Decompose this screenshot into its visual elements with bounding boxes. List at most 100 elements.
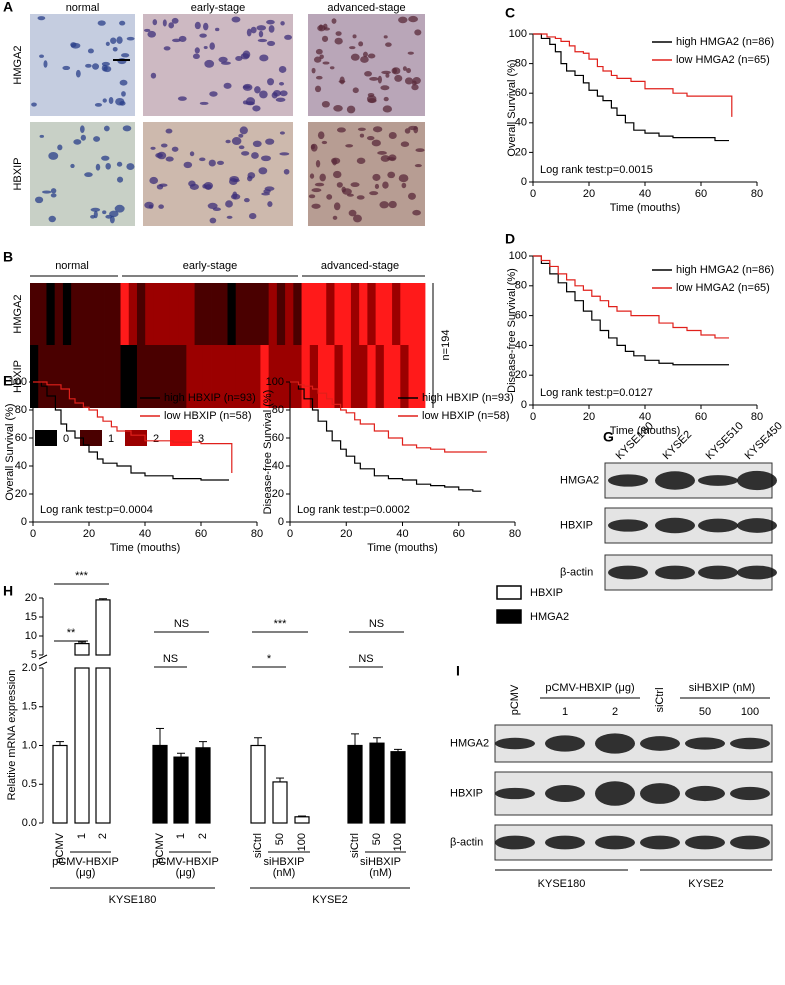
nucleus bbox=[103, 125, 110, 132]
x-tick-label: 80 bbox=[751, 188, 763, 200]
heatmap-cell bbox=[145, 345, 154, 408]
legend-label: high HBXIP (n=93) bbox=[422, 392, 514, 404]
nucleus bbox=[404, 77, 414, 85]
heatmap-cell bbox=[194, 283, 204, 345]
nucleus bbox=[101, 155, 110, 161]
nucleus bbox=[168, 22, 175, 29]
nucleus bbox=[283, 168, 290, 175]
legend-swatch bbox=[496, 609, 522, 624]
nucleus bbox=[43, 60, 48, 68]
heatmap-cell bbox=[211, 283, 220, 345]
y-tick-label: 1.5 bbox=[22, 701, 37, 713]
nucleus bbox=[407, 192, 416, 200]
heatmap-cell bbox=[350, 283, 360, 345]
nucleus bbox=[279, 131, 285, 135]
survival-curve bbox=[33, 381, 233, 473]
x-tick-label: 20 bbox=[340, 528, 352, 540]
blot-band bbox=[608, 519, 648, 532]
heatmap-cell bbox=[79, 345, 89, 408]
nucleus bbox=[358, 41, 364, 47]
row-label: HMGA2 bbox=[560, 474, 599, 486]
heatmap-cell bbox=[235, 345, 245, 408]
nucleus bbox=[247, 172, 256, 179]
nucleus bbox=[353, 214, 362, 223]
nucleus bbox=[352, 87, 359, 94]
nucleus bbox=[372, 173, 381, 181]
nucleus bbox=[147, 30, 156, 38]
nucleus bbox=[260, 155, 271, 162]
heatmap-cell bbox=[268, 345, 278, 408]
nucleus bbox=[357, 127, 366, 131]
nucleus bbox=[70, 163, 75, 169]
nucleus bbox=[34, 196, 44, 204]
column-label: early-stage bbox=[191, 2, 245, 14]
nucleus bbox=[101, 61, 110, 67]
nucleus bbox=[334, 37, 343, 45]
nucleus bbox=[348, 209, 357, 217]
heatmap-cell bbox=[38, 283, 47, 345]
heatmap-cell bbox=[112, 345, 121, 408]
nucleus bbox=[398, 16, 408, 24]
legend-label: high HBXIP (n=93) bbox=[164, 392, 256, 404]
nucleus bbox=[160, 143, 168, 148]
legend-label: HBXIP bbox=[530, 587, 563, 599]
y-tick-label: 100 bbox=[509, 28, 527, 40]
nucleus bbox=[199, 33, 207, 38]
lane-label: pCMV bbox=[509, 684, 521, 715]
nucleus bbox=[217, 160, 224, 165]
blot-band bbox=[595, 781, 635, 806]
nucleus bbox=[349, 46, 356, 50]
x-tick-label: 60 bbox=[195, 528, 207, 540]
nucleus bbox=[209, 42, 215, 50]
y-axis-title: Overall Survival (%) bbox=[506, 59, 518, 156]
heatmap-cell bbox=[268, 283, 278, 345]
nucleus bbox=[208, 159, 216, 167]
y-tick-label: 20 bbox=[15, 488, 27, 500]
heatmap-cell bbox=[367, 283, 377, 345]
nucleus bbox=[356, 157, 366, 164]
heatmap-cell bbox=[120, 345, 130, 408]
nucleus bbox=[155, 152, 163, 158]
y-axis-title: Relative mRNA expression bbox=[6, 670, 18, 801]
y-tick-label: 100 bbox=[509, 250, 527, 262]
nucleus bbox=[356, 195, 365, 200]
blot-band bbox=[495, 737, 535, 750]
nucleus bbox=[165, 128, 173, 134]
heatmap-cell bbox=[104, 345, 113, 408]
heatmap-cell bbox=[400, 283, 409, 345]
heatmap-cell bbox=[252, 345, 261, 408]
y-tick-label: 0 bbox=[278, 516, 284, 528]
y-tick-label: 80 bbox=[272, 404, 284, 416]
nucleus bbox=[268, 25, 275, 33]
significance-label: * bbox=[267, 653, 272, 665]
nucleus bbox=[95, 163, 101, 171]
nucleus bbox=[92, 63, 100, 70]
heatmap-cell bbox=[87, 283, 97, 345]
heatmap-cell bbox=[318, 283, 327, 345]
nucleus bbox=[382, 181, 389, 189]
x-tick-label: 40 bbox=[639, 188, 651, 200]
panel-label: D bbox=[505, 231, 515, 247]
nucleus bbox=[116, 36, 123, 44]
nucleus bbox=[117, 57, 127, 65]
nucleus bbox=[254, 86, 261, 94]
heatmap-cell bbox=[276, 345, 286, 408]
nucleus bbox=[385, 42, 392, 47]
nucleus bbox=[350, 53, 360, 61]
heatmap-cell bbox=[30, 283, 39, 345]
y-tick-label: 0 bbox=[521, 176, 527, 188]
lane-label: 50 bbox=[699, 706, 711, 718]
nucleus bbox=[209, 217, 217, 224]
nucleus bbox=[264, 186, 275, 191]
nucleus bbox=[171, 146, 179, 152]
column-label: normal bbox=[55, 260, 89, 272]
nucleus bbox=[315, 159, 321, 168]
nucleus bbox=[143, 28, 151, 32]
heatmap-cell bbox=[54, 345, 64, 408]
nucleus bbox=[345, 144, 354, 148]
heatmap-cell bbox=[95, 345, 105, 408]
nucleus bbox=[333, 202, 341, 211]
heatmap-cell bbox=[145, 283, 154, 345]
blot-band bbox=[640, 783, 680, 804]
nucleus bbox=[377, 151, 387, 155]
